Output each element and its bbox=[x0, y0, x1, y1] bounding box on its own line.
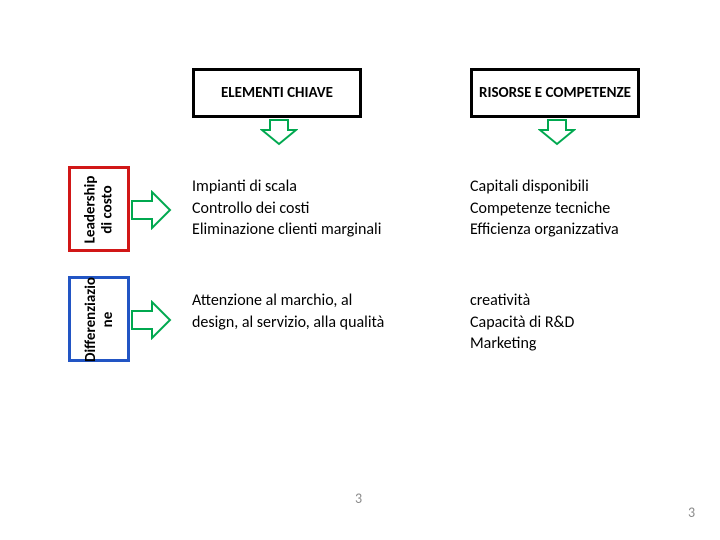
row-label-leadership-costo: Leadership di costo bbox=[68, 166, 130, 252]
header-col1-text: ELEMENTI CHIAVE bbox=[221, 84, 333, 102]
row-label-differenziazione: Differenziazio ne bbox=[68, 276, 130, 362]
page-number-center: 3 bbox=[355, 490, 362, 507]
arrow-right-icon bbox=[130, 190, 172, 230]
arrow-down-icon bbox=[538, 118, 576, 146]
cell-a2: Attenzione al marchio, al design, al ser… bbox=[192, 290, 392, 333]
cell-b2: creativitàCapacità di R&DMarketing bbox=[470, 290, 680, 355]
row2-label-text: Differenziazio ne bbox=[83, 277, 116, 362]
page-number-right: 3 bbox=[688, 504, 695, 521]
header-elementi-chiave: ELEMENTI CHIAVE bbox=[192, 68, 362, 118]
cell-a1: Impianti di scalaControllo dei costiElim… bbox=[192, 176, 392, 241]
arrow-down-icon bbox=[260, 118, 298, 146]
cell-b1: Capitali disponibiliCompetenze tecnicheE… bbox=[470, 176, 680, 241]
arrow-right-icon bbox=[130, 300, 172, 340]
header-risorse-competenze: RISORSE E COMPETENZE bbox=[470, 68, 640, 118]
row1-label-text: Leadership di costo bbox=[83, 175, 116, 243]
header-col2-text: RISORSE E COMPETENZE bbox=[479, 84, 631, 102]
